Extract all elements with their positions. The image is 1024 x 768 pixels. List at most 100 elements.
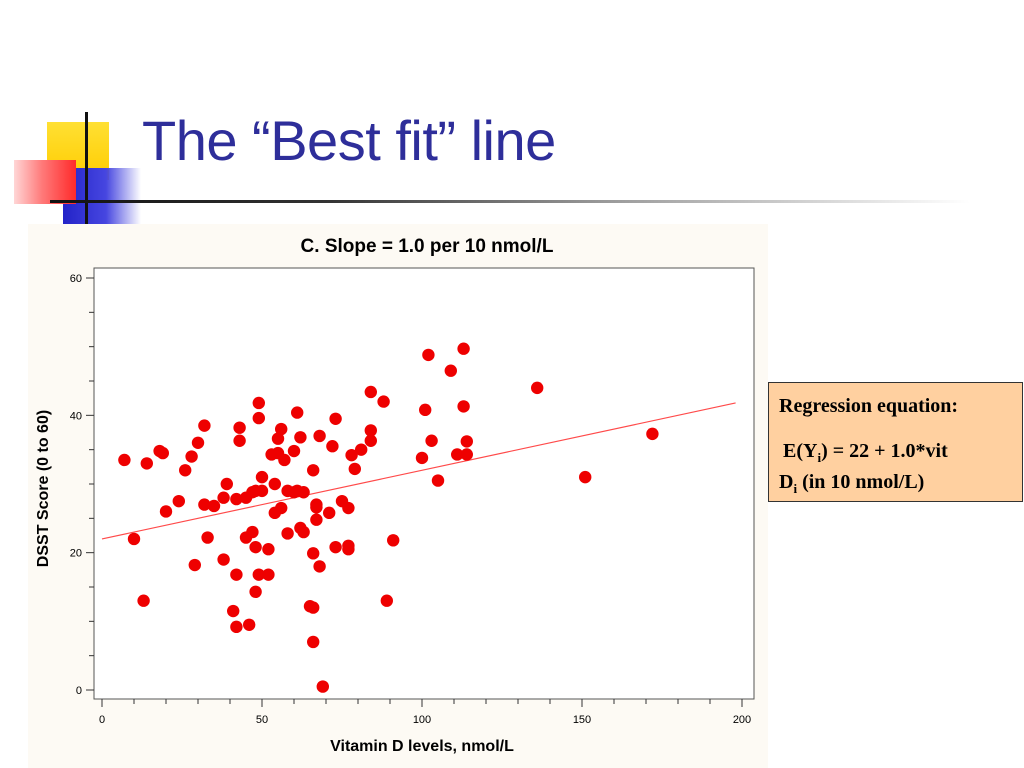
data-point (255, 484, 269, 498)
data-point (348, 462, 361, 476)
x-tick-label: 100 (413, 714, 431, 726)
data-point (198, 498, 211, 511)
data-point (246, 525, 259, 539)
data-point (230, 620, 243, 634)
data-point (457, 400, 470, 413)
data-point (415, 451, 429, 465)
data-point (217, 491, 230, 504)
data-point (355, 443, 368, 456)
data-point (249, 540, 262, 554)
data-point (127, 532, 141, 546)
y-tick-label: 60 (70, 273, 82, 285)
data-point (262, 568, 275, 581)
data-point (255, 470, 269, 484)
data-point (364, 434, 377, 447)
data-point (207, 499, 221, 513)
x-tick-label: 200 (733, 714, 751, 726)
data-point (425, 434, 438, 447)
data-point (185, 450, 198, 463)
data-point (579, 470, 592, 484)
title-underline (50, 200, 970, 203)
data-point (342, 539, 355, 552)
data-point (252, 396, 265, 410)
data-point (431, 474, 445, 487)
data-point (220, 477, 233, 491)
data-point (217, 553, 230, 566)
data-point (310, 513, 323, 526)
data-point (188, 558, 201, 572)
data-point (287, 444, 301, 458)
data-point (313, 560, 326, 573)
data-point (380, 594, 393, 607)
data-point (271, 432, 285, 445)
data-point (233, 421, 246, 434)
data-point (262, 543, 275, 556)
data-point (323, 506, 336, 520)
y-tick-label: 0 (76, 685, 82, 697)
data-point (278, 453, 291, 467)
data-point (140, 457, 153, 470)
data-point (460, 448, 473, 461)
data-point (156, 446, 169, 460)
logo-vertical-line (85, 112, 88, 224)
data-point (275, 422, 288, 436)
plot-area (93, 267, 755, 700)
data-point (422, 348, 435, 362)
data-point (297, 525, 310, 539)
data-point (198, 419, 211, 432)
scatter-chart: C. Slope = 1.0 per 10 nmol/L 0 20 40 60 0 50 10… (35, 236, 755, 755)
data-point (268, 477, 281, 491)
data-point (307, 464, 320, 477)
data-point (252, 411, 265, 425)
y-axis-label: DSST Score (0 to 60) (35, 410, 52, 567)
y-tick-label: 40 (70, 410, 82, 422)
data-point (342, 501, 355, 515)
data-point (179, 464, 192, 477)
data-point (310, 498, 323, 511)
equation-heading: Regression equation: (779, 395, 959, 417)
data-point (329, 412, 342, 425)
data-point (233, 434, 246, 447)
data-point (281, 527, 294, 540)
data-point (307, 547, 320, 560)
data-point (230, 492, 243, 506)
data-point (307, 601, 320, 614)
data-point (646, 427, 659, 441)
data-point (275, 501, 288, 515)
data-point (316, 680, 329, 693)
data-point (230, 568, 243, 581)
data-point (243, 618, 256, 631)
x-axis-label: Vitamin D levels, nmol/L (330, 738, 514, 755)
best-fit-line (101, 402, 736, 540)
data-point (460, 435, 473, 448)
equation-line-2: Di (in 10 nmol/L) (779, 471, 925, 496)
data-point (137, 594, 150, 607)
regression-equation-box: Regression equation: E(Yi) = 22 + 1.0*vi… (768, 382, 1023, 502)
data-point (249, 585, 262, 599)
y-tick-label: 20 (70, 548, 82, 560)
data-point (326, 440, 339, 453)
data-point (451, 448, 464, 461)
data-point (159, 505, 173, 518)
data-point (172, 494, 185, 508)
data-point (345, 448, 358, 462)
data-point (307, 635, 320, 649)
data-point (227, 604, 240, 618)
data-point (118, 453, 131, 467)
data-point (364, 385, 377, 399)
data-point (364, 424, 377, 437)
data-point (291, 406, 304, 419)
equation-line-1: E(Yi) = 22 + 1.0*vit (783, 440, 948, 465)
data-point (329, 540, 342, 554)
logo-red-square (14, 160, 76, 204)
data-point (457, 342, 470, 355)
logo-blue-square (63, 168, 141, 224)
data-point (252, 568, 265, 581)
chart-title: C. Slope = 1.0 per 10 nmol/L (301, 236, 554, 257)
data-point (444, 364, 457, 377)
slide-title: The “Best fit” line (142, 109, 556, 172)
data-point (294, 431, 307, 444)
data-point (419, 403, 432, 417)
x-tick-label: 50 (256, 714, 268, 726)
data-point (297, 486, 310, 499)
